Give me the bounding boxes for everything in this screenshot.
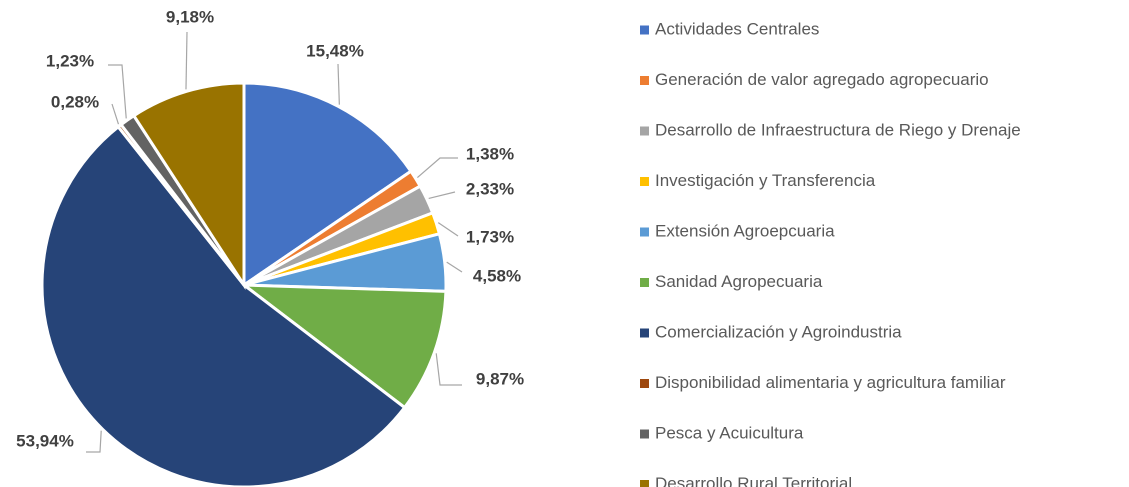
legend-label: Comercialización y Agroindustria [655, 322, 902, 341]
legend-swatch [640, 429, 649, 439]
data-label: 1,23% [46, 51, 94, 70]
leader-line [428, 191, 456, 200]
data-label: 9,87% [476, 369, 524, 388]
leader-line [417, 157, 458, 178]
data-label: 4,58% [473, 266, 521, 285]
data-label: 53,94% [16, 431, 74, 450]
legend-label: Desarrollo Rural Territorial [655, 474, 852, 487]
legend-label: Disponibilidad alimentaria y agricultura… [655, 373, 1006, 392]
pie-slice [131, 81, 246, 291]
legend-label: Desarrollo de Infraestructura de Riego y… [655, 120, 1021, 139]
legend-swatch [640, 227, 649, 237]
pie-slice [242, 81, 414, 288]
leader-line [108, 64, 127, 119]
leader-line [337, 63, 340, 105]
legend-swatch [640, 76, 649, 85]
legend-swatch [640, 177, 649, 186]
leader-line [446, 261, 463, 273]
legend-swatch [640, 480, 649, 487]
pie-slice [40, 124, 407, 487]
data-label: 2,33% [466, 179, 514, 198]
data-label: 1,38% [466, 144, 514, 163]
legend-swatch [640, 126, 649, 136]
legend-swatch [640, 328, 649, 338]
leader-line [111, 103, 120, 125]
legend-swatch [640, 379, 649, 388]
leader-line [435, 353, 462, 386]
legend-label: Actividades Centrales [655, 19, 819, 38]
pie-slice [239, 283, 448, 410]
legend-swatch [640, 278, 649, 287]
data-label: 1,73% [466, 227, 514, 246]
data-label: 9,18% [166, 7, 214, 26]
data-label: 0,28% [51, 92, 99, 111]
leader-line [437, 222, 459, 237]
legend-label: Pesca y Acuicultura [655, 423, 804, 442]
legend-label: Generación de valor agregado agropecuari… [655, 70, 989, 89]
data-label: 15,48% [306, 41, 364, 60]
legend-label: Investigación y Transferencia [655, 171, 876, 190]
leader-line [86, 430, 102, 453]
legend-swatch [640, 25, 649, 35]
legend-label: Sanidad Agropecuaria [655, 272, 823, 291]
legend-label: Extensión Agroepcuaria [655, 221, 835, 240]
leader-line [185, 31, 188, 90]
